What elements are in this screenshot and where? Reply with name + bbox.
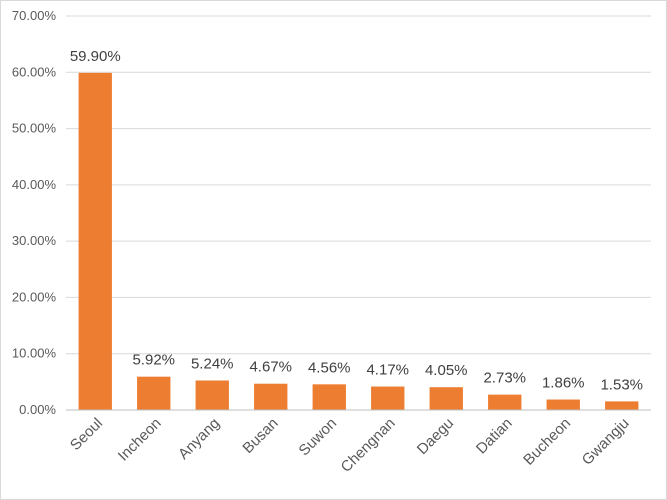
category-label: Chengnan (338, 415, 399, 476)
y-tick-label: 0.00% (19, 402, 56, 417)
data-labels: 59.90% 5.92% 5.24% 4.67% 4.56% 4.17% 4.05% 2.73… (70, 48, 643, 394)
bar-bucheon (546, 399, 580, 410)
data-label: 4.17% (366, 362, 409, 379)
bar-gwangju (605, 401, 639, 410)
bar-anyang (195, 380, 229, 410)
category-label: Suwon (296, 415, 340, 459)
category-label: Gwangju (579, 415, 633, 469)
bar-incheon (137, 376, 171, 410)
bar-busan (254, 383, 288, 410)
gridlines (66, 15, 651, 355)
bar-daegu (429, 387, 463, 410)
category-label: Busan (239, 415, 281, 457)
data-label: 1.86% (542, 375, 585, 392)
y-tick-label: 50.00% (12, 121, 57, 136)
category-label: Daegu (414, 415, 457, 458)
data-label: 4.67% (249, 359, 292, 376)
bar-suwon (312, 384, 346, 410)
y-tick-label: 10.00% (12, 346, 57, 361)
data-label: 5.24% (191, 356, 234, 373)
data-label: 1.53% (600, 376, 643, 393)
data-label: 4.05% (425, 362, 468, 379)
category-label: Bucheon (520, 415, 574, 469)
bars (78, 72, 639, 410)
y-tick-label: 30.00% (12, 233, 57, 248)
data-label: 59.90% (70, 48, 121, 65)
bar-seoul (78, 72, 112, 410)
y-tick-label: 20.00% (12, 289, 57, 304)
y-tick-label: 70.00% (12, 8, 57, 23)
data-label: 5.92% (132, 352, 175, 369)
category-label: Datian (473, 415, 516, 458)
category-label: Incheon (115, 415, 165, 465)
y-axis-tick-labels: 0.00% 10.00% 20.00% 30.00% 40.00% 50.00% 60.00… (12, 8, 57, 417)
data-label: 4.56% (308, 359, 351, 376)
bar-datian (488, 394, 522, 410)
data-label: 2.73% (483, 370, 526, 387)
y-tick-label: 60.00% (12, 64, 57, 79)
bar-chengnan (371, 386, 405, 410)
category-label: Anyang (175, 415, 223, 463)
y-tick-label: 40.00% (12, 177, 57, 192)
category-label: Seoul (67, 415, 106, 454)
